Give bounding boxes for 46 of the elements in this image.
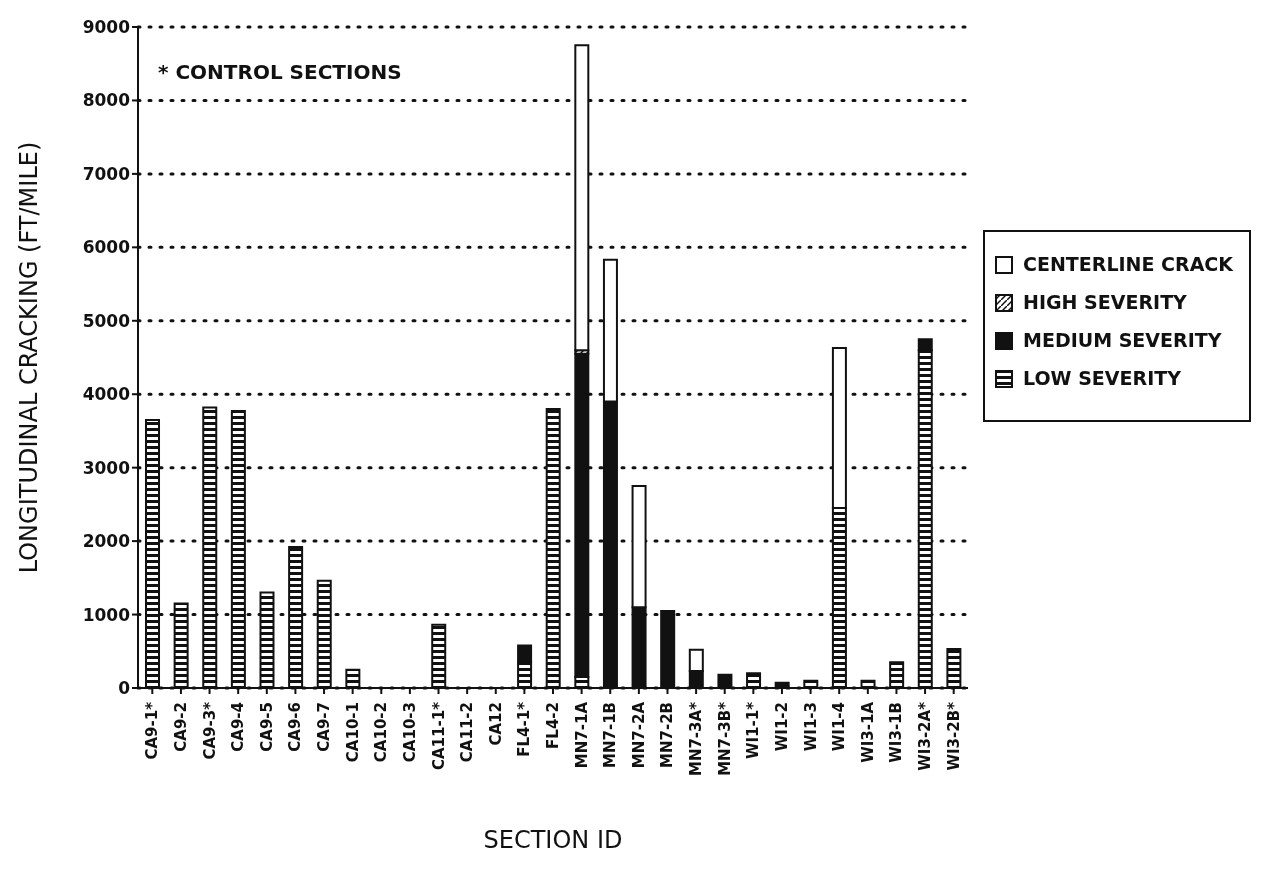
x-tick-label: WI1-4 [830,702,849,752]
y-tick-label: 1000 [82,604,131,625]
x-tick-label: MN7-3A* [687,701,706,777]
x-tick-label: CA10-1 [343,702,362,763]
x-tick-label: CA9-5 [257,702,276,752]
x-tick-label: CA9-7 [315,702,334,752]
x-axis-title: SECTION ID [483,826,623,854]
legend-label: CENTERLINE CRACK [1023,253,1234,275]
x-tick-label: MN7-1B [601,702,620,769]
x-tick-label: WI1-1* [744,701,763,760]
x-tick-label: CA9-1* [143,701,162,760]
y-axis-title: LONGITUDINAL CRACKING (FT/MILE) [14,141,43,574]
legend-label: HIGH SEVERITY [1023,291,1187,313]
x-tick-label: WI3-2A* [916,701,935,771]
x-tick-label: MN7-2A [629,701,648,769]
x-tick-label: MN7-3B* [715,701,734,776]
y-tick-label: 4000 [82,384,131,405]
x-tick-label: WI3-2B* [944,701,963,771]
x-tick-label: FL4-2 [544,702,562,749]
x-tick-label: MN7-1A [572,701,591,769]
x-tick-label: WI1-2 [772,702,791,752]
legend-label: MEDIUM SEVERITY [1023,329,1222,351]
x-tick-label: CA9-3* [200,701,219,760]
y-tick-label: 7000 [82,163,131,184]
y-tick-label: 3000 [82,457,131,478]
legend-label: LOW SEVERITY [1023,367,1181,389]
x-tick-label: CA12 [486,702,505,746]
x-tick-label: FL4-1* [515,701,534,757]
y-tick-label: 5000 [82,310,131,331]
x-tick-label: CA9-4 [229,702,248,752]
x-tick-label: CA9-2 [171,702,190,752]
x-tick-label: WI1-3 [801,702,820,752]
x-tick-label: CA10-3 [400,702,419,763]
x-tick-label: CA10-2 [372,702,391,763]
y-tick-label: 8000 [82,90,131,111]
x-tick-label: CA11-1* [429,701,448,770]
annotation: * CONTROL SECTIONS [158,60,402,84]
x-tick-label: MN7-2B [658,702,677,769]
x-tick-label: WI3-1A [858,701,877,763]
y-tick-label: 2000 [82,531,131,552]
y-tick-label: 9000 [82,17,131,38]
y-tick-label: 6000 [82,237,131,258]
y-tick-label: 0 [118,678,131,699]
x-tick-label: WI3-1B [887,702,906,763]
x-tick-label: CA9-6 [286,702,305,752]
x-tick-label: CA11-2 [458,702,477,763]
